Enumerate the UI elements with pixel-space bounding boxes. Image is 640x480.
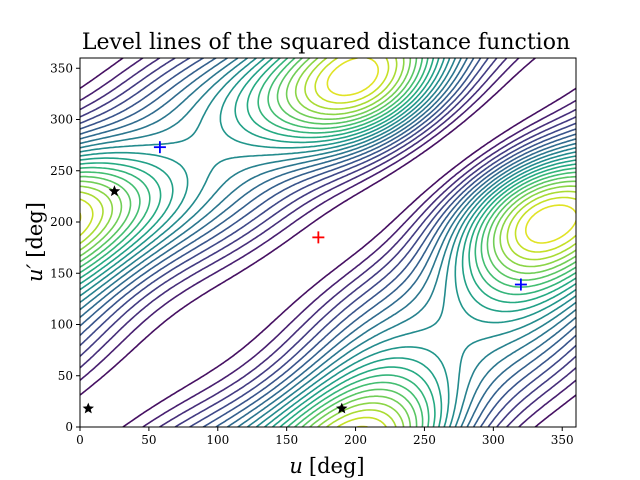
star-marker (108, 185, 121, 197)
contour-level-19 (80, 58, 576, 427)
plus-marker (312, 231, 325, 244)
plus-marker (514, 278, 527, 291)
y-axis: 0 50 100 150 200 250 300 350 (50, 61, 80, 434)
x-axis-variable: u (289, 454, 303, 478)
x-tick-label: 300 (482, 433, 505, 447)
contour-level-15 (80, 58, 576, 427)
x-tick-label: 50 (141, 433, 156, 447)
y-tick-label: 200 (50, 215, 73, 229)
x-axis: 0 50 100 150 200 250 300 350 (76, 427, 574, 447)
x-tick-label: 350 (551, 433, 574, 447)
contour-level-11 (80, 58, 576, 427)
y-tick-label: 300 (50, 113, 73, 127)
x-tick-label: 200 (344, 433, 367, 447)
x-tick-label: 0 (76, 433, 84, 447)
y-tick-label: 350 (50, 61, 73, 75)
y-tick-label: 150 (50, 266, 73, 280)
y-tick-label: 50 (58, 369, 73, 383)
x-tick-label: 150 (275, 433, 298, 447)
x-axis-label: u [deg] (289, 454, 364, 478)
y-axis-variable: u′ (23, 263, 47, 282)
star-marker (82, 402, 94, 414)
y-axis-unit: [deg] (23, 202, 47, 258)
markers (82, 141, 527, 414)
contour-level-9 (80, 58, 576, 427)
x-tick-label: 250 (413, 433, 436, 447)
plot-frame (79, 57, 577, 428)
x-tick-label: 100 (206, 433, 229, 447)
y-tick-label: 250 (50, 164, 73, 178)
chart-title: Level lines of the squared distance func… (82, 30, 570, 55)
plus-marker (153, 141, 166, 154)
y-axis-label: u′ [deg] (23, 202, 47, 282)
y-tick-label: 0 (65, 420, 73, 434)
contour-level-18 (80, 58, 576, 427)
contour-level-7 (80, 58, 576, 427)
y-tick-label: 100 (50, 318, 73, 332)
star-marker (336, 402, 348, 414)
x-axis-unit: [deg] (309, 454, 365, 478)
contour-level-12 (80, 58, 576, 427)
